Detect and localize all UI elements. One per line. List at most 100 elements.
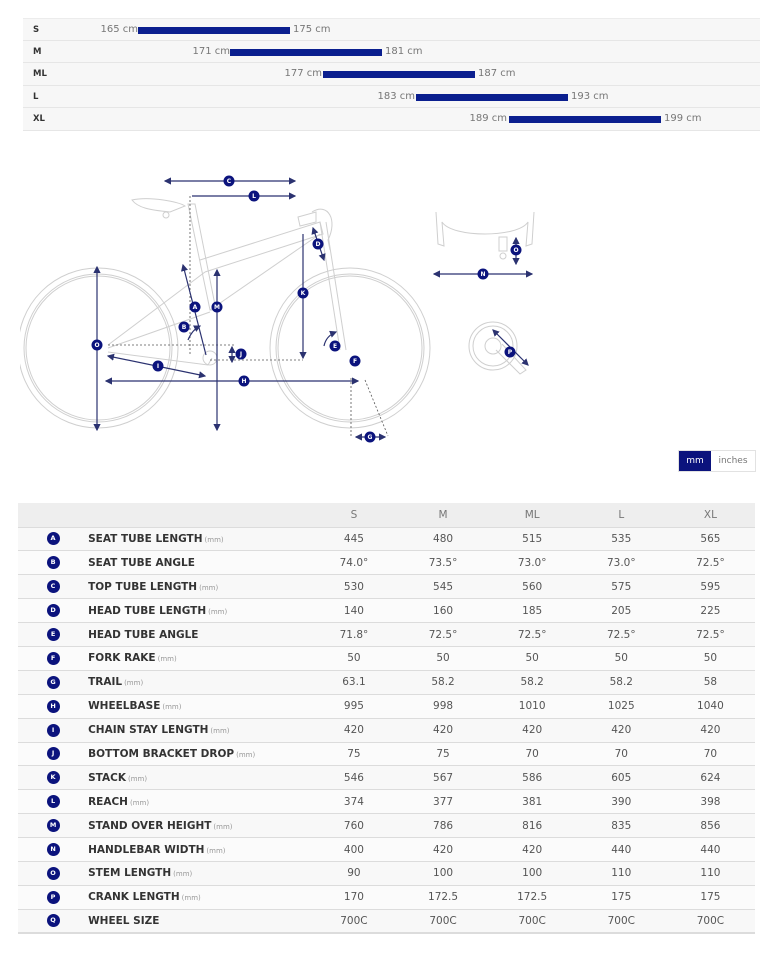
value-cell: 1025 — [576, 693, 666, 719]
value-cell: 700C — [665, 908, 755, 935]
size-label: L — [33, 91, 39, 102]
unit-mm-button[interactable]: mm — [679, 451, 711, 471]
svg-text:A: A — [193, 304, 198, 311]
value-cell: 700C — [398, 908, 488, 935]
value-cell: 175 — [576, 884, 666, 910]
table-row: I CHAIN STAY LENGTH (mm) 420 420 420 420 420 — [18, 717, 755, 743]
value-cell: 390 — [576, 789, 666, 814]
parameter-unit: (mm) — [210, 727, 230, 736]
value-cell: 50 — [665, 645, 755, 671]
value-cell: 170 — [309, 884, 399, 910]
svg-text:K: K — [301, 290, 306, 297]
parameter-unit: (mm) — [173, 870, 193, 879]
svg-text:B: B — [182, 324, 187, 331]
parameter-unit: (mm) — [236, 750, 256, 759]
value-cell: 995 — [309, 693, 399, 719]
parameter-unit: (mm) — [157, 655, 177, 664]
value-cell: 63.1 — [309, 669, 399, 695]
value-cell: 75 — [398, 741, 488, 766]
value-cell: 515 — [487, 526, 577, 551]
value-cell: 72.5° — [487, 622, 577, 647]
bike-illustration: C L D K A M B O E J F I H G N O P — [20, 175, 535, 443]
value-cell: 58.2 — [398, 669, 488, 695]
value-cell: 700C — [576, 908, 666, 935]
header-size-s: S — [309, 503, 399, 527]
svg-text:D: D — [316, 241, 321, 248]
parameter-name: STACK — [88, 771, 126, 784]
parameter-name: BOTTOM BRACKET DROP — [88, 747, 235, 760]
value-cell: 381 — [487, 789, 577, 814]
header-size-l: L — [576, 503, 666, 527]
value-cell: 700C — [487, 908, 577, 935]
table-header-row: S M ML L XL — [18, 503, 755, 527]
diagram-badge-e: E — [329, 340, 341, 352]
letter-badge: G — [46, 675, 60, 689]
value-cell: 998 — [398, 693, 488, 719]
letter-badge: Q — [46, 914, 60, 928]
size-label: ML — [33, 69, 47, 80]
table-row: Q WHEEL SIZE 700C 700C 700C 700C 700C — [18, 908, 755, 935]
parameter-unit: (mm) — [129, 798, 150, 807]
header-size-m: M — [398, 503, 488, 527]
value-cell: 567 — [398, 765, 488, 790]
min-height: 183 cm — [377, 90, 415, 102]
min-height: 171 cm — [192, 45, 230, 57]
min-height: 177 cm — [284, 68, 322, 80]
diagram-badge-g: G — [364, 431, 376, 443]
parameter-name: STEM LENGTH — [88, 867, 172, 880]
geometry-table-body: A SEAT TUBE LENGTH (mm) 445 480 515 535 565 B SEA… — [18, 526, 755, 935]
unit-inches-button[interactable]: inches — [711, 451, 755, 471]
value-cell: 546 — [309, 765, 399, 790]
diagram-badge-n: N — [477, 268, 489, 280]
table-row: M STAND OVER HEIGHT (mm) 760 786 816 835 856 — [18, 813, 755, 838]
table-row: L REACH (mm) 374 377 381 390 398 — [18, 789, 755, 814]
parameter-unit: (mm) — [213, 822, 233, 831]
value-cell: 175 — [665, 884, 755, 910]
table-row: B SEAT TUBE ANGLE 74.0° 73.5° 73.0° 73.0° 72.5… — [18, 550, 755, 575]
value-cell: 624 — [665, 765, 755, 790]
table-row: O STEM LENGTH (mm) 90 100 100 110 110 — [18, 860, 755, 886]
table-row: E HEAD TUBE ANGLE 71.8° 72.5° 72.5° 72.5° 72.5… — [18, 622, 755, 647]
value-cell: 72.5° — [665, 622, 755, 647]
parameter-name: WHEEL SIZE — [88, 914, 160, 927]
value-cell: 535 — [576, 526, 666, 551]
value-cell: 73.0° — [576, 550, 666, 575]
value-cell: 58 — [665, 669, 755, 695]
value-cell: 185 — [487, 598, 577, 623]
value-cell: 73.5° — [398, 550, 488, 575]
parameter-name: SEAT TUBE ANGLE — [88, 556, 195, 569]
svg-text:H: H — [241, 378, 246, 385]
geometry-table: S M ML L XL A SEAT TUBE LENGTH (mm) 445 480 5… — [18, 503, 755, 935]
size-label: M — [33, 46, 42, 57]
value-cell: 172.5 — [487, 884, 577, 910]
table-row: P CRANK LENGTH (mm) 170 172.5 172.5 175 175 — [18, 884, 755, 910]
svg-text:O: O — [94, 342, 99, 349]
header-size-xl: XL — [665, 503, 755, 527]
rider-height-size-chart: S 165 cm 175 cm M 171 cm 181 cm ML 177 c… — [23, 18, 760, 131]
header-letter — [18, 503, 89, 527]
letter-badge: K — [46, 771, 60, 785]
value-cell: 72.5° — [576, 622, 666, 647]
diagram-badge-m: M — [211, 301, 223, 313]
svg-text:O: O — [513, 247, 518, 254]
value-cell: 700C — [309, 908, 399, 935]
parameter-unit: (mm) — [162, 703, 182, 712]
value-cell: 560 — [487, 574, 577, 599]
parameter-name: SEAT TUBE LENGTH — [88, 532, 203, 545]
diagram-badge-d: D — [312, 238, 324, 250]
svg-text:E: E — [333, 343, 337, 350]
parameter-name: TOP TUBE LENGTH — [88, 580, 198, 593]
svg-text:I: I — [157, 363, 159, 370]
table-row: H WHEELBASE (mm) 995 998 1010 1025 1040 — [18, 693, 755, 719]
value-cell: 110 — [665, 860, 755, 886]
value-cell: 225 — [665, 598, 755, 623]
parameter-unit: (mm) — [208, 607, 228, 616]
value-cell: 480 — [398, 526, 488, 551]
value-cell: 73.0° — [487, 550, 577, 575]
letter-badge: H — [46, 699, 60, 713]
value-cell: 420 — [665, 717, 755, 743]
value-cell: 140 — [309, 598, 399, 623]
value-cell: 586 — [487, 765, 577, 790]
value-cell: 440 — [665, 837, 755, 862]
letter-badge: L — [46, 795, 60, 809]
